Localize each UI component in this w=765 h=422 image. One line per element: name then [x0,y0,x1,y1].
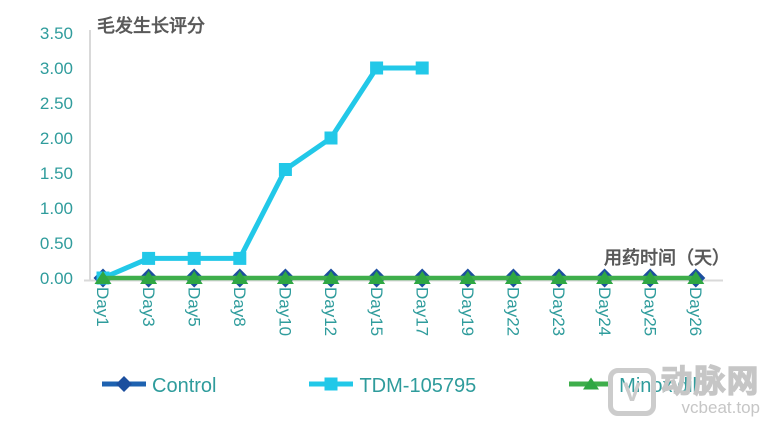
data-point-marker [324,131,338,145]
x-tick-label: Day5 [184,287,203,327]
data-point-marker [187,251,201,265]
data-point-marker [278,163,292,176]
data-point-marker [142,251,156,265]
legend-marker [324,377,338,391]
data-point-marker [413,271,431,284]
legend-item-minoxidil: Minoxidil [567,374,697,399]
y-tick-label: 1.00 [40,199,73,218]
x-tick-label: Day10 [276,287,295,336]
x-tick-label: Day22 [504,287,523,336]
legend-label: TDM-105795 [359,375,477,397]
legend-item-tdm-105795: TDM-105795 [307,374,476,399]
data-point-marker [94,271,112,284]
minoxidil-line-triangle-swatch [567,374,615,399]
watermark-brand: 动脉网 [660,364,760,399]
data-point-marker [233,251,247,265]
x-axis-title: 用药时间（天） [604,248,730,268]
series-line-square [102,65,423,281]
legend-marker [583,377,600,390]
data-point-marker [322,271,340,284]
data-point-marker [370,61,384,75]
chart-canvas: 0.00 0.50 1.00 1.50 2.00 2.50 3.00 3.50 Day1 Day3… [40,24,723,336]
data-point-marker [641,271,659,284]
chart-title: 毛发生长评分 [97,16,205,36]
y-tick-label: 3.00 [40,59,73,78]
x-tick-label: Day24 [595,287,614,336]
data-point-marker [231,271,249,284]
data-point-marker [504,271,522,284]
legend-marker [116,376,132,392]
tdm-line-square-swatch [307,374,355,399]
x-tick-label: Day12 [321,287,340,336]
data-point-marker [550,271,568,284]
chart-legend: Control TDM-105795 Minoxidil [100,374,697,399]
vcbeat-logo-icon: V [608,368,656,416]
data-point-marker [140,271,158,284]
y-tick-label: 0.00 [40,269,73,288]
legend-label: Minoxidil [619,375,697,397]
legend-swatch-triangle-icon [569,377,614,390]
legend-item-control: Control [100,374,216,399]
control-line-diamond-swatch [100,374,148,399]
y-tick-label: 2.50 [40,94,73,113]
x-tick-label: Day25 [640,287,659,336]
data-point-marker [276,271,294,284]
y-tick-label: 3.50 [40,24,73,43]
watermark-url: vcbeat.top [681,397,760,417]
legend-label: Control [152,375,217,397]
x-tick-label: Day26 [686,287,705,336]
y-tick-label: 1.50 [40,164,73,183]
x-tick-label: Day19 [458,287,477,336]
x-tick-label: Day23 [549,287,568,336]
x-tick-label: Day1 [93,287,112,327]
y-tick-label: 2.00 [40,129,73,148]
x-tick-label: Day15 [367,287,386,336]
data-point-marker [185,271,203,284]
x-tick-label: Day8 [230,287,249,327]
y-tick-label: 0.50 [40,234,73,253]
legend-swatch-diamond-icon [102,376,146,392]
x-tick-label: Day3 [139,287,158,327]
x-tick-label: Day17 [412,287,431,336]
legend-swatch-square-icon [309,377,354,391]
watermark: V 动脉网 vcbeat.top [608,364,760,417]
data-point-marker [459,271,477,284]
data-point-marker [415,61,429,75]
data-point-marker [368,271,386,284]
data-point-marker [596,271,614,284]
data-point-marker [687,271,705,284]
